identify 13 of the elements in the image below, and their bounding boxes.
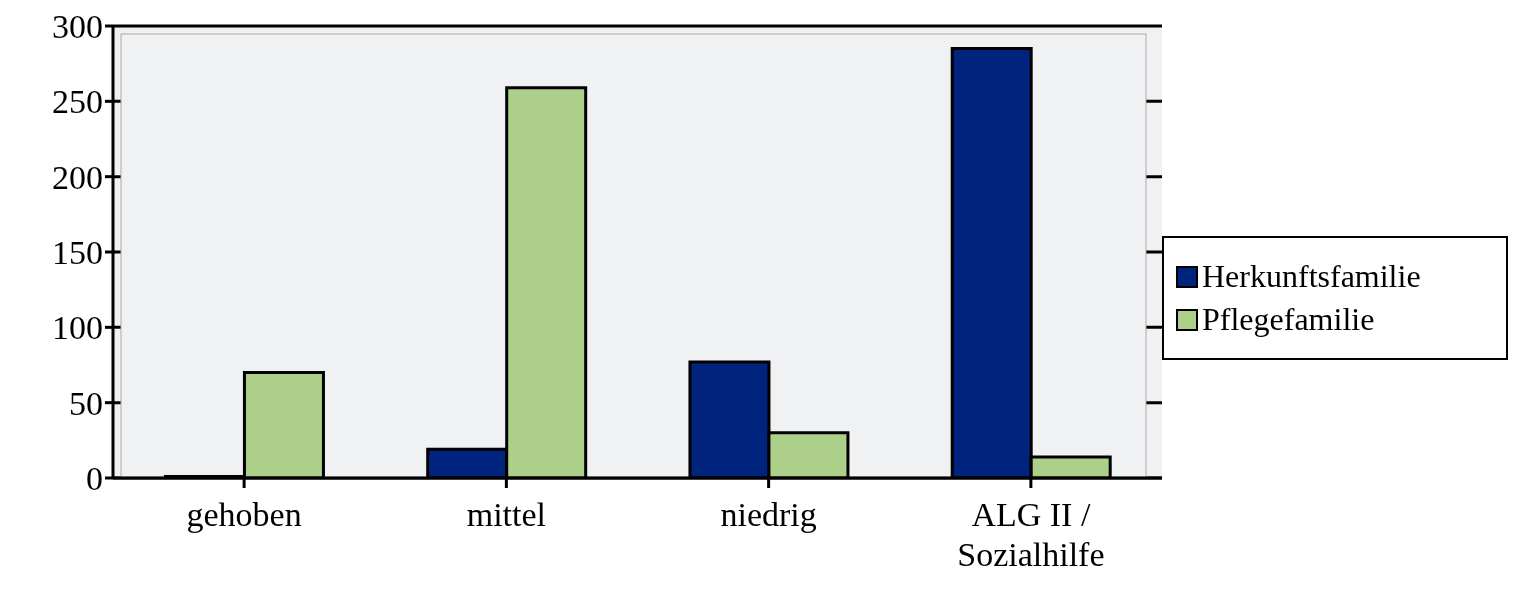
y-tick-label: 300: [52, 8, 103, 46]
x-tick-label: mittel: [466, 496, 547, 533]
x-tick-label: gehoben: [186, 496, 302, 533]
x-tick-label: ALG II / Sozialhilfe: [957, 496, 1105, 573]
y-tick-label: 250: [52, 83, 103, 121]
y-tick-label: 50: [69, 384, 103, 422]
y-tick-label: 0: [86, 460, 103, 498]
legend-label: Pflegefamilie: [1202, 301, 1375, 338]
legend-label: Herkunftsfamilie: [1202, 258, 1421, 295]
x-tick-label: niedrig: [720, 496, 817, 533]
y-tick-label: 200: [52, 158, 103, 196]
y-tick-label: 100: [52, 309, 103, 347]
y-tick-label: 150: [52, 234, 103, 272]
